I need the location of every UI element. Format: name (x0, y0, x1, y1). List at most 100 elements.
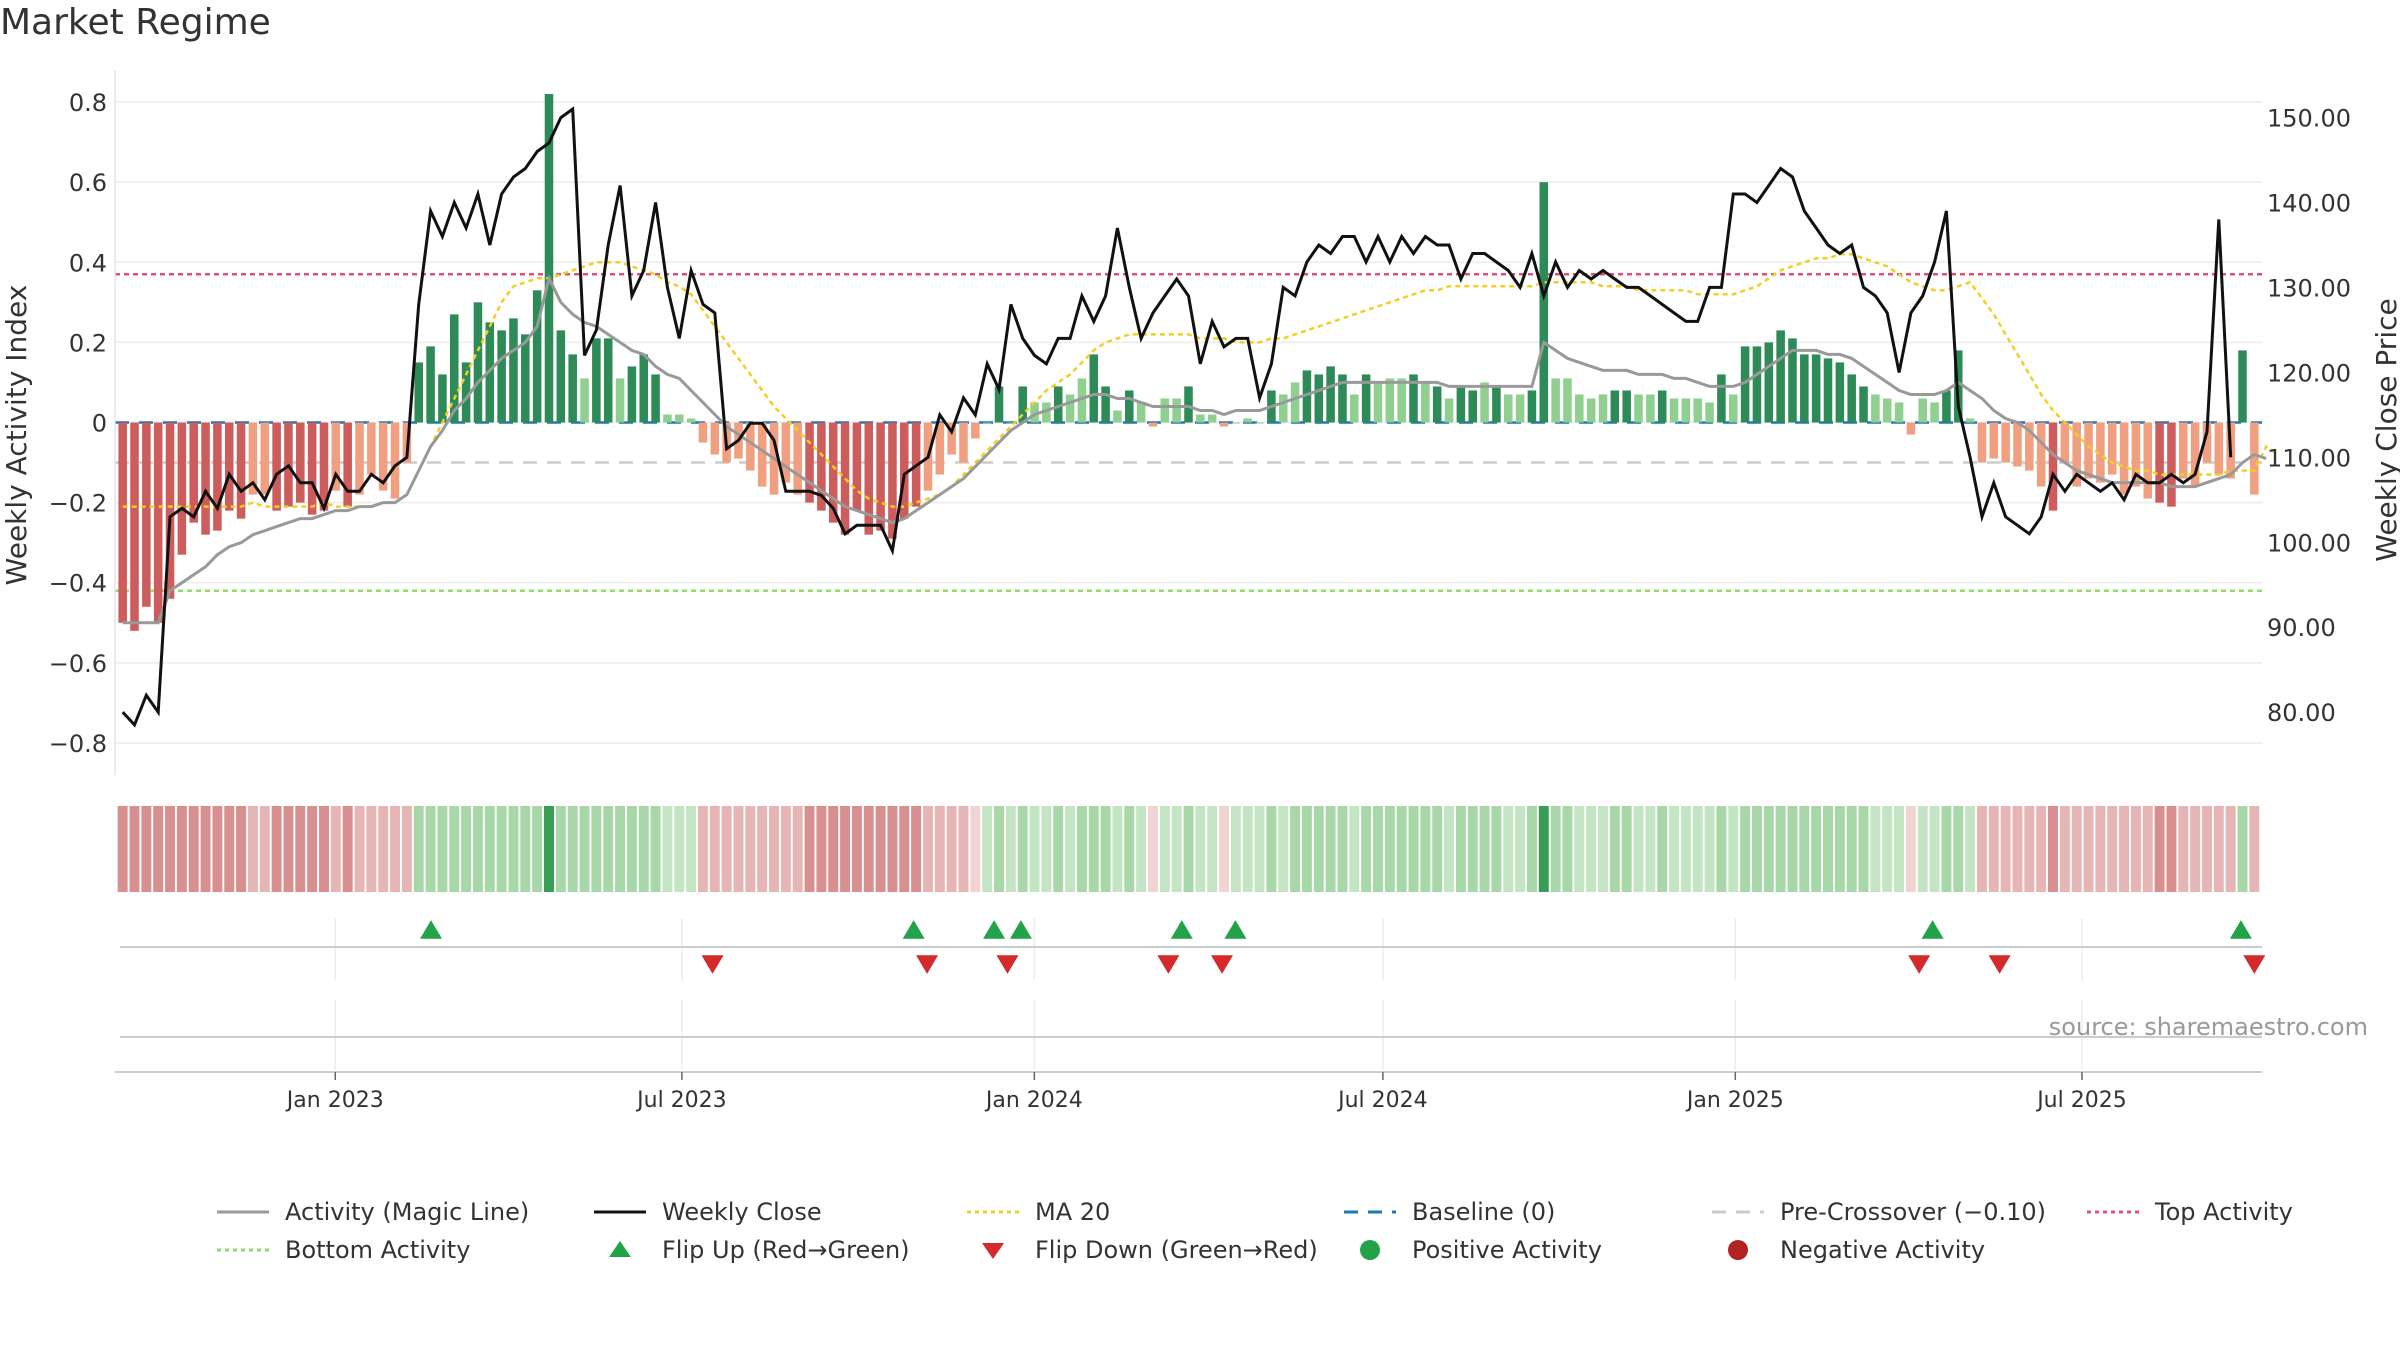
regime-cell (650, 806, 661, 892)
regime-cell (176, 806, 187, 892)
regime-cell (2083, 806, 2094, 892)
activity-bar (1740, 346, 1750, 423)
activity-bar (556, 330, 566, 423)
activity-bar (1350, 394, 1359, 423)
regime-cell (1159, 806, 1170, 892)
activity-bar (2001, 422, 2010, 463)
activity-bar (1646, 394, 1655, 423)
regime-cell (626, 806, 637, 892)
activity-bar (876, 422, 885, 531)
flip-down-marker (1908, 955, 1931, 974)
activity-bar (1918, 398, 1928, 423)
activity-bar (1006, 422, 1016, 424)
regime-cell (1633, 806, 1644, 892)
x-tick-label: Jan 2025 (1685, 1088, 1784, 1113)
activity-bar (521, 334, 530, 423)
activity-bar (864, 422, 874, 535)
regime-cell (129, 806, 140, 892)
regime-cell (1858, 806, 1869, 892)
regime-cell (2107, 806, 2118, 892)
activity-bar (438, 374, 447, 423)
legend-item: Flip Down (Green→Red) (965, 1233, 1318, 1267)
activity-bar (1575, 394, 1584, 423)
activity-bar (1456, 386, 1466, 423)
flip-up-marker (902, 920, 925, 939)
regime-cell (2012, 806, 2023, 892)
regime-cell (1586, 806, 1597, 892)
regime-cell (769, 806, 779, 892)
regime-cell (247, 806, 258, 892)
y-tick-label-right: 140.00 (2267, 190, 2351, 218)
legend-item: Activity (Magic Line) (215, 1195, 529, 1229)
regime-cell (153, 806, 164, 892)
chart-title: Market Regime (0, 2, 271, 43)
activity-bar (2025, 422, 2034, 471)
activity-bar (378, 422, 388, 491)
regime-cell (1100, 806, 1111, 892)
regime-cell (1598, 806, 1608, 892)
activity-bar (1871, 394, 1880, 423)
activity-bar (1172, 398, 1181, 423)
regime-cell (1775, 806, 1786, 892)
flip-down-marker (1157, 955, 1180, 974)
source-note: source: sharemaestro.com (2049, 1013, 2368, 1041)
regime-cell (970, 806, 981, 892)
activity-bar (793, 422, 802, 495)
regime-cell (1301, 806, 1312, 892)
activity-bar (615, 378, 625, 423)
x-tick-label: Jul 2025 (2035, 1088, 2127, 1113)
flip-up-marker (1224, 920, 1247, 939)
activity-bar (461, 362, 471, 423)
regime-cell (1479, 806, 1490, 892)
legend-item: Bottom Activity (215, 1233, 470, 1267)
activity-bar (390, 422, 400, 499)
activity-bar (686, 418, 696, 423)
activity-bar (1018, 386, 1027, 423)
legend-swatch (982, 1243, 1004, 1259)
regime-cell (1053, 806, 1064, 892)
regime-cell (1704, 806, 1715, 892)
activity-bar (1409, 374, 1418, 423)
activity-bar (852, 422, 862, 511)
activity-bar (1515, 394, 1525, 423)
regime-cell (1834, 806, 1845, 892)
regime-cell (1988, 806, 1999, 892)
activity-bar (331, 422, 341, 491)
regime-cell (259, 806, 270, 892)
activity-bar (1338, 374, 1347, 423)
regime-cell (2166, 806, 2177, 892)
legend-label: Bottom Activity (285, 1236, 471, 1264)
flip-down-marker (1988, 955, 2011, 974)
regime-cell (1894, 806, 1905, 892)
legend-swatch (217, 1210, 269, 1214)
activity-bar (544, 94, 554, 423)
activity-bar (1811, 354, 1821, 423)
regime-cell (1799, 806, 1810, 892)
activity-bar (449, 314, 459, 423)
activity-bar (2190, 422, 2200, 487)
activity-bar (1930, 402, 1939, 423)
regime-cell (721, 806, 732, 892)
activity-bar (1361, 374, 1371, 423)
activity-bar (2143, 422, 2153, 499)
activity-bar (828, 422, 838, 523)
activity-bar (1717, 374, 1726, 423)
regime-cell (1029, 806, 1040, 892)
flip-up-marker (983, 920, 1006, 939)
activity-bar (1219, 422, 1229, 427)
regime-cell (1621, 806, 1632, 892)
activity-bar (1681, 398, 1691, 423)
y-tick-label-right: 120.00 (2267, 359, 2351, 387)
y-tick-label: −0.8 (49, 730, 107, 758)
legend-swatch (967, 1210, 1019, 1214)
activity-bar (1835, 362, 1845, 423)
regime-cell (745, 806, 756, 892)
regime-cell (555, 806, 566, 892)
regime-cell (1657, 806, 1668, 892)
regime-cell (911, 806, 922, 892)
activity-bar (1278, 394, 1288, 423)
regime-cell (887, 806, 898, 892)
regime-cell (2154, 806, 2165, 892)
activity-bar (509, 318, 518, 423)
regime-cell (366, 806, 377, 892)
